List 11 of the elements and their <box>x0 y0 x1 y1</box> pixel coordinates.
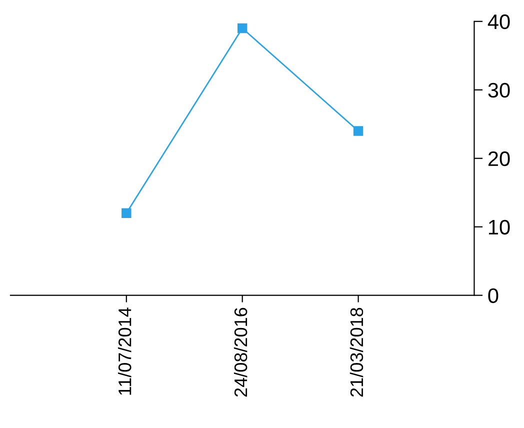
y-tick-label: 10 <box>489 220 510 235</box>
x-tick-label: 11/07/2014 <box>118 308 132 395</box>
x-tick-label: 24/08/2016 <box>234 308 248 397</box>
point <box>237 23 248 34</box>
y-tick-label: 30 <box>488 82 510 98</box>
x-tick-label: 21/03/2018 <box>350 308 364 397</box>
point <box>122 208 132 218</box>
y-tick-label: 20 <box>488 151 510 166</box>
point <box>353 126 364 136</box>
y-tick-label: 0 <box>488 288 498 304</box>
y-tick-label: 40 <box>488 14 510 30</box>
